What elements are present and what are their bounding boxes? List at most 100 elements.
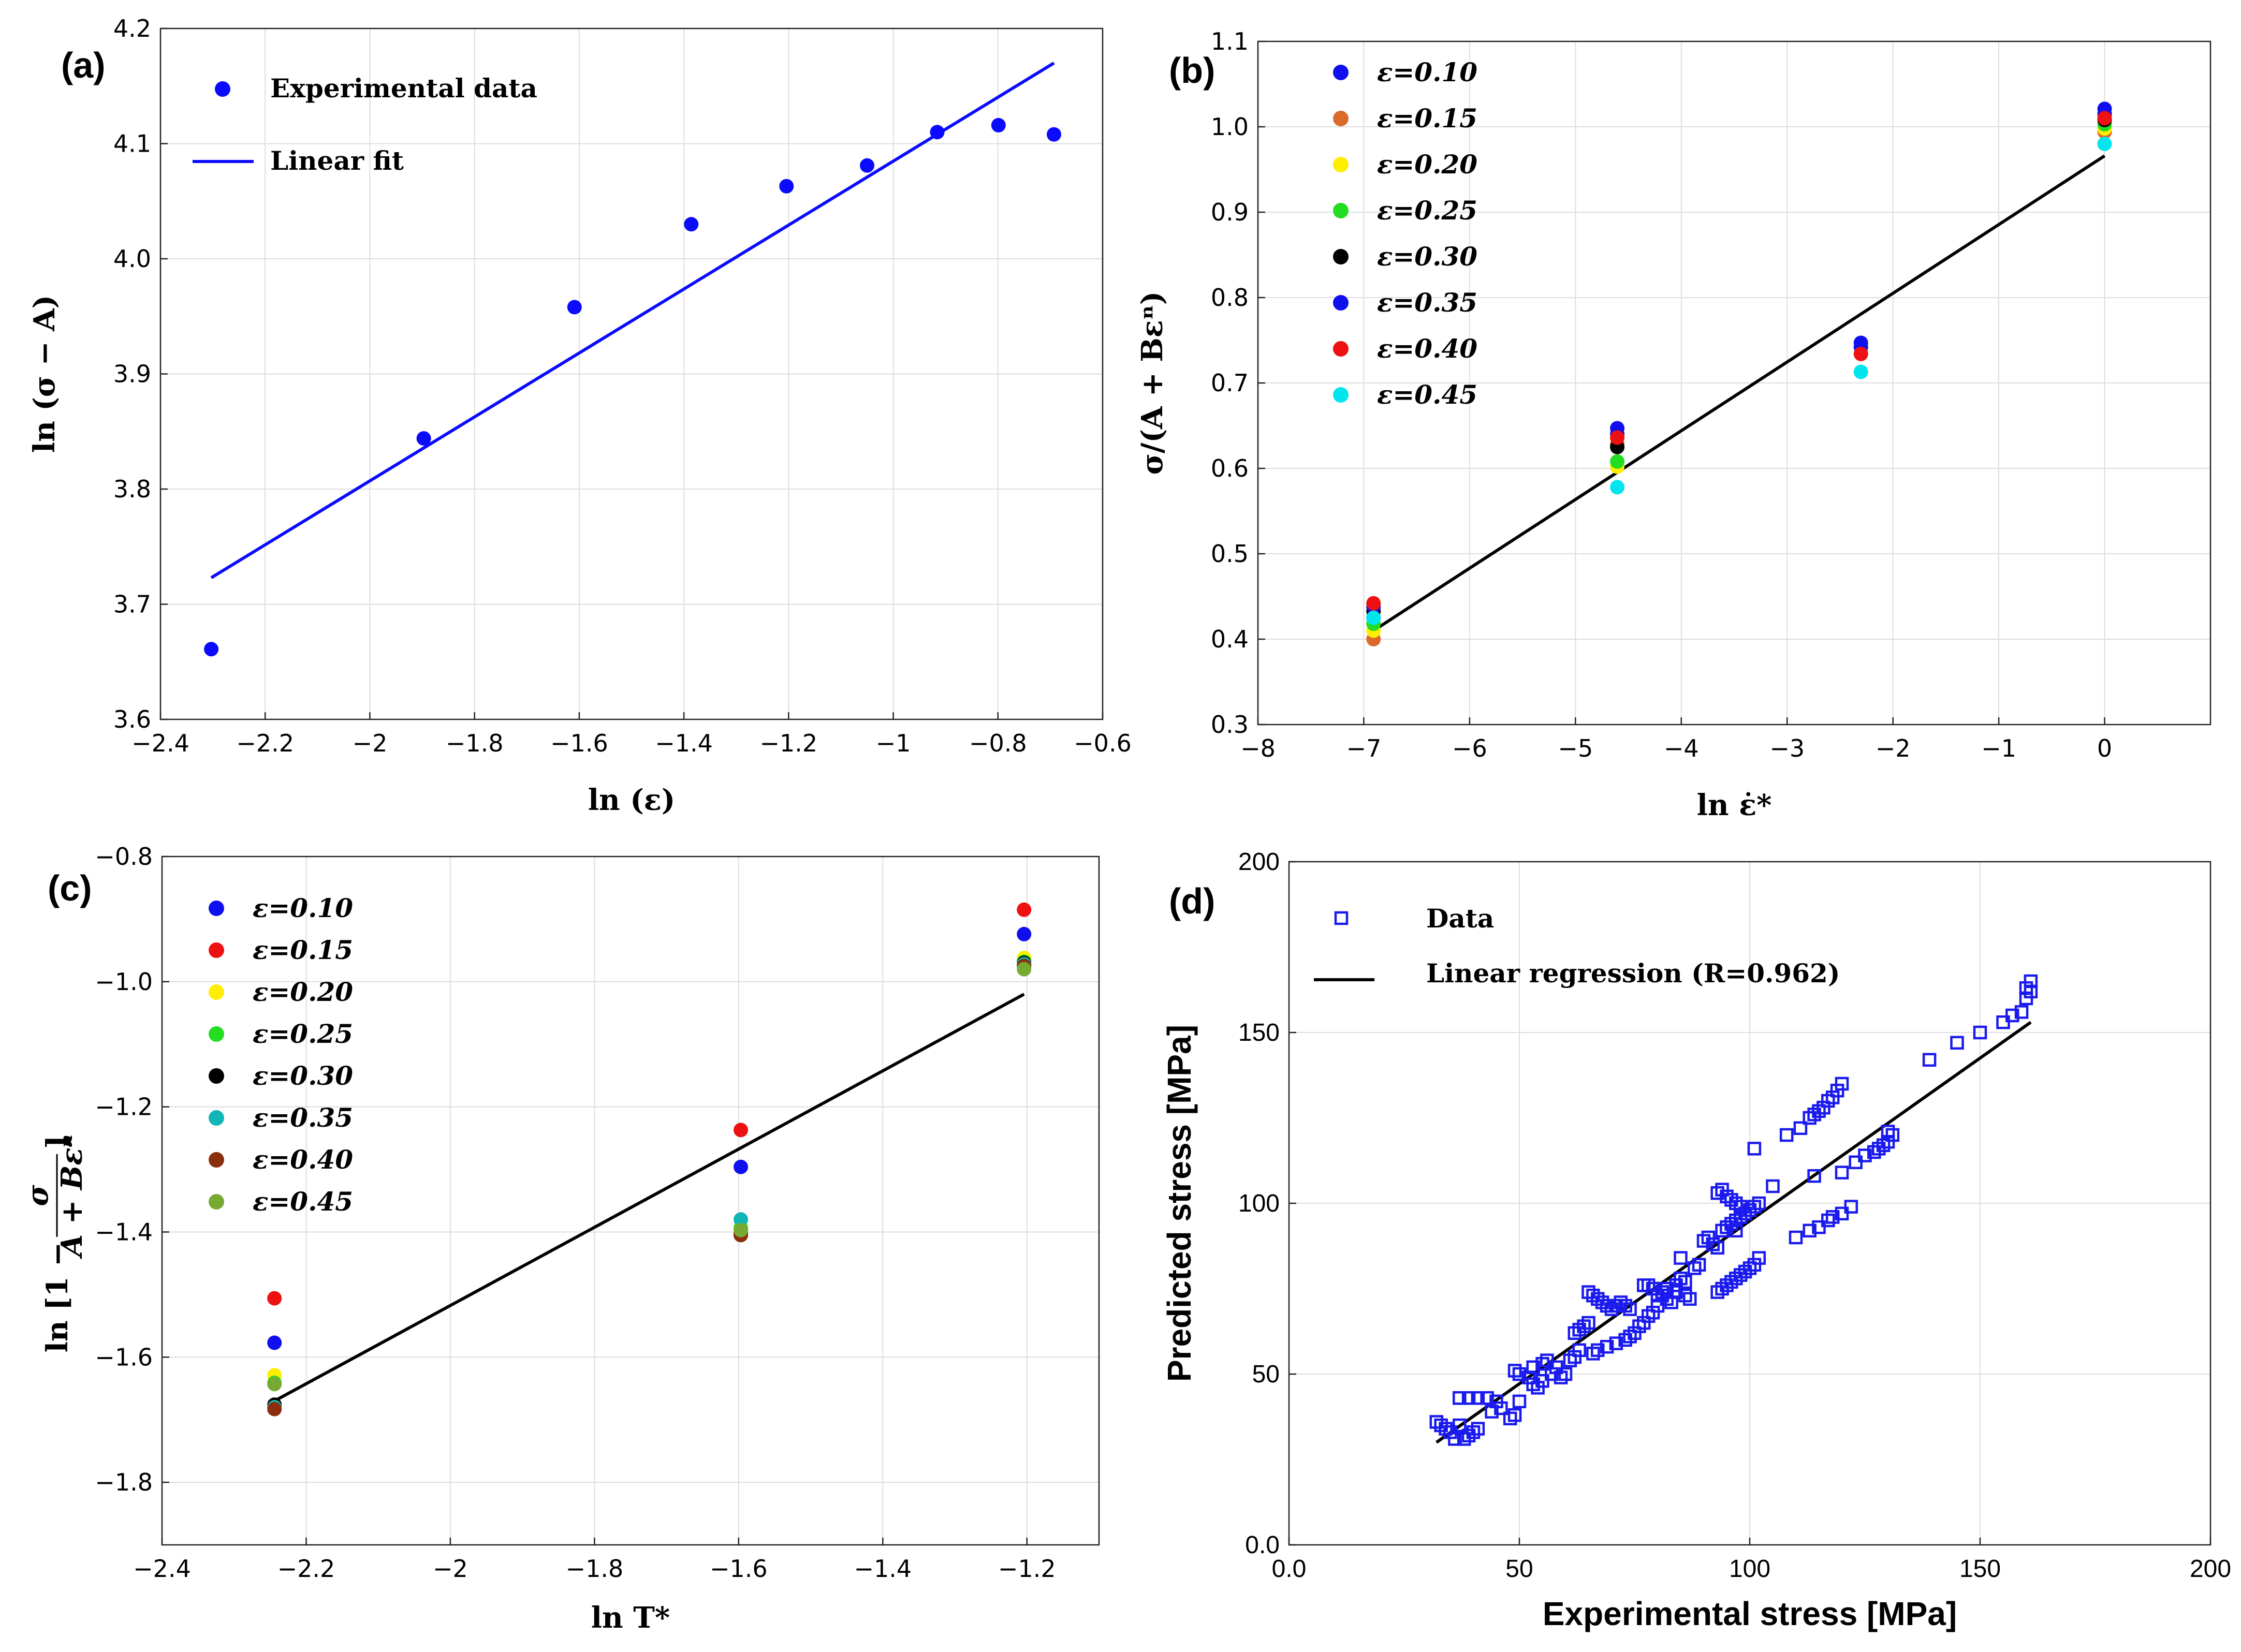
data-point (2024, 974, 2038, 989)
data-point (1779, 1128, 1794, 1142)
data-point (1485, 1405, 1499, 1419)
data-point (1366, 596, 1381, 611)
data-point (1853, 346, 1868, 361)
data-point (2005, 1008, 2019, 1023)
x-axis-label: ln ε̇* (1697, 788, 1772, 822)
data-point (1366, 610, 1381, 625)
data-point (1660, 1281, 1674, 1296)
y-tick-label: 4.1 (113, 130, 151, 158)
legend-label: ε=0.45 (1377, 379, 1477, 410)
data-point (1558, 1367, 1573, 1381)
y-tick-label: −1.2 (95, 1093, 153, 1121)
data-point (1471, 1422, 1485, 1436)
x-tick-label: −0.8 (969, 729, 1027, 757)
legend-marker (1333, 203, 1349, 218)
data-point (1692, 1258, 1706, 1272)
y-tick-label: 0.7 (1211, 369, 1249, 397)
x-tick-label: −2.2 (277, 1555, 335, 1583)
data-point (1747, 1142, 1762, 1156)
legend-label-fit: Linear fit (270, 145, 404, 176)
data-point (1844, 1200, 1858, 1214)
data-point (1881, 1125, 1895, 1139)
data-point (1046, 127, 1061, 142)
plot-frame (161, 856, 1100, 1546)
data-point (1453, 1391, 1467, 1405)
x-tick-label: −6 (1452, 734, 1487, 762)
data-point (1471, 1391, 1485, 1405)
data-point (779, 179, 794, 194)
y-axis-label: σ/(A + Bεⁿ) (1135, 291, 1169, 475)
data-point (267, 1402, 282, 1417)
y-tick-label: −1.6 (95, 1343, 153, 1371)
legend-marker (1333, 387, 1349, 403)
legend-marker (209, 1194, 224, 1210)
data-point (1807, 1169, 1821, 1183)
data-point (1461, 1391, 1476, 1405)
data-point (1494, 1401, 1508, 1415)
data-point (1793, 1121, 1808, 1135)
y-tick-label: 3.9 (113, 360, 151, 388)
x-tick-label: −7 (1346, 734, 1382, 762)
legend-marker (1333, 111, 1349, 126)
legend-label: ε=0.25 (1377, 195, 1477, 226)
fit-line (1372, 154, 2106, 632)
data-point (1858, 1148, 1872, 1162)
data-point (1480, 1391, 1494, 1405)
chart-d: 0.0 50 100 150 200 0.0 50 100 150 200 Experimental… (1161, 848, 2231, 1632)
x-tick-label: −1.6 (710, 1555, 768, 1583)
x-tick-label: 0.0 (1272, 1555, 1307, 1583)
data-point (1678, 1275, 1692, 1289)
data-point (416, 431, 431, 446)
data-point (930, 125, 945, 140)
y-axis-label: ln [1 − σ A + Bεⁿ] (21, 1134, 89, 1353)
data-point (1623, 1302, 1637, 1316)
legend-marker-experimental (215, 81, 230, 97)
legend-label: ε=0.25 (253, 1019, 353, 1049)
legend-label: ε=0.10 (1377, 57, 1477, 87)
x-tick-label: 200 (2190, 1555, 2231, 1583)
y-tick-label: 1.1 (1211, 27, 1249, 55)
data-point (267, 1291, 282, 1306)
legend-marker (1333, 295, 1349, 311)
legend-label-data: Data (1426, 903, 1494, 934)
data-point (1752, 1196, 1766, 1211)
y-tick-label: −0.8 (95, 843, 153, 871)
data-point (1591, 1343, 1605, 1358)
data-point (1683, 1292, 1697, 1306)
y-tick-label: 0.5 (1211, 540, 1249, 568)
legend-label: ε=0.40 (1377, 333, 1477, 364)
x-tick-label: 150 (1959, 1555, 2001, 1583)
x-tick-label: −1.8 (566, 1555, 624, 1583)
y-tick-label: 1.0 (1211, 113, 1249, 141)
x-tick-label: −1 (876, 729, 911, 757)
y-tick-label: 0.3 (1211, 711, 1249, 739)
y-tick-label: 100 (1238, 1190, 1280, 1217)
legend-marker (209, 901, 224, 916)
x-tick-label: −1.6 (550, 729, 608, 757)
data-point (1766, 1179, 1780, 1193)
y-tick-label: 0.0 (1245, 1531, 1280, 1559)
legend-marker-data (1334, 911, 1349, 925)
data-point (1825, 1210, 1840, 1224)
data-point (1512, 1394, 1527, 1409)
x-tick-label: −3 (1769, 734, 1805, 762)
data-point (1669, 1285, 1683, 1299)
legend-label-regression: Linear regression (R=0.962) (1426, 958, 1840, 989)
legend-marker (209, 1026, 224, 1042)
y-axis-label-suffix: ] (40, 1135, 75, 1149)
legend-marker (1333, 157, 1349, 172)
x-tick-label: −8 (1240, 734, 1276, 762)
data-point (1710, 1241, 1724, 1255)
x-tick-label: −2.2 (236, 729, 294, 757)
x-tick-label: −2 (1876, 734, 1911, 762)
legend-marker (1333, 65, 1349, 80)
legend-label: ε=0.35 (1377, 287, 1477, 318)
y-axis-label: ln (σ − A) (27, 295, 62, 453)
x-tick-label: −2.4 (133, 1555, 191, 1583)
data-point (2014, 1005, 2029, 1019)
data-point (734, 1159, 749, 1174)
data-point (1017, 926, 1032, 941)
data-point (1526, 1360, 1540, 1375)
x-tick-label: −5 (1558, 734, 1593, 762)
legend-label: ε=0.45 (253, 1186, 353, 1217)
